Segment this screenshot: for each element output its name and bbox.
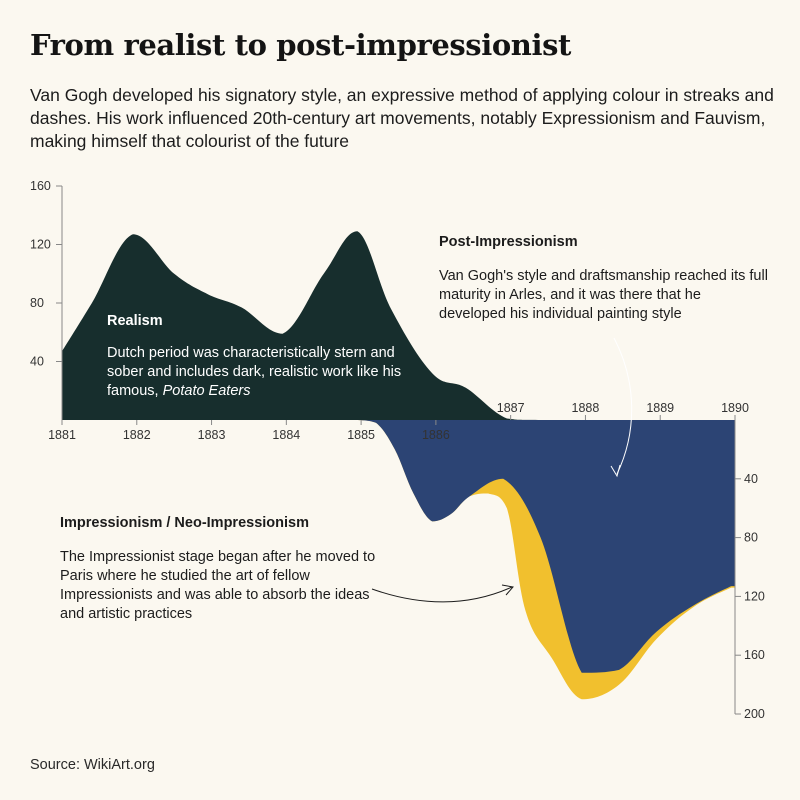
post-impressionism-annotation-title: Post-Impressionism	[439, 234, 578, 250]
y-tick-label-lower-40: 40	[744, 472, 758, 486]
y-tick-label-upper-80: 80	[30, 296, 44, 310]
impressionism-pointer	[371, 586, 513, 603]
impressionism-annotation: Impressionism / Neo-Impressionism The Im…	[60, 515, 395, 624]
post-impressionism-area	[357, 420, 736, 673]
realism-annotation: Realism Dutch period was characteristica…	[107, 313, 412, 401]
post-impressionism-pointer	[613, 337, 633, 475]
impressionism-annotation-body: The Impressionist stage began after he m…	[60, 549, 376, 622]
y-tick-label-lower-80: 80	[744, 531, 758, 545]
realism-annotation-title: Realism	[107, 313, 163, 329]
y-tick-label-lower-120: 120	[744, 589, 765, 603]
x-tick-label-1883: 1883	[198, 428, 226, 442]
realism-area	[62, 231, 735, 420]
x-tick-label-1889: 1889	[646, 401, 674, 415]
post-impressionism-pointer-head	[610, 464, 621, 478]
x-tick-label-1882: 1882	[123, 428, 151, 442]
x-tick-label-1886: 1886	[422, 428, 450, 442]
y-tick-label-lower-160: 160	[744, 648, 765, 662]
x-tick-label-1888: 1888	[572, 401, 600, 415]
x-tick-label-1885: 1885	[347, 428, 375, 442]
realism-annotation-text: Dutch period was characteristically ster…	[107, 345, 402, 399]
impressionism-pointer-head	[501, 584, 514, 596]
post-impressionism-annotation: Post-Impressionism Van Gogh's style and …	[439, 234, 769, 324]
realism-annotation-body: Dutch period was characteristically ster…	[107, 344, 412, 401]
realism-annotation-italic: Potato Eaters	[162, 383, 251, 399]
impressionism-annotation-title: Impressionism / Neo-Impressionism	[60, 515, 309, 531]
x-tick-label-1890: 1890	[721, 401, 749, 415]
x-tick-label-1881: 1881	[48, 428, 76, 442]
y-tick-label-upper-160: 160	[30, 179, 51, 193]
y-tick-label-lower-200: 200	[744, 707, 765, 721]
x-tick-label-1887: 1887	[497, 401, 525, 415]
y-tick-label-upper-120: 120	[30, 238, 51, 252]
source-note: Source: WikiArt.org	[30, 757, 155, 773]
chart-title: From realist to post-impressionist	[30, 28, 572, 62]
post-impressionism-annotation-body: Van Gogh's style and draftsmanship reach…	[439, 268, 768, 322]
y-tick-label-upper-40: 40	[30, 355, 44, 369]
x-tick-label-1884: 1884	[272, 428, 300, 442]
chart-subtitle: Van Gogh developed his signatory style, …	[30, 85, 774, 151]
